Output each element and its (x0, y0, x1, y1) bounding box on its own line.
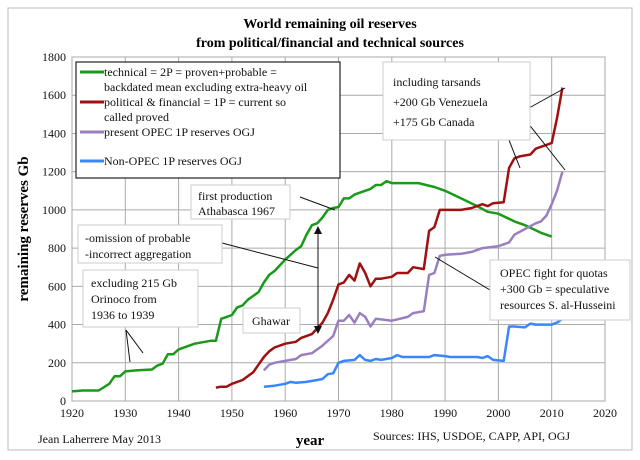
x-tick-label: 1940 (167, 406, 191, 420)
x-tick-label: 1920 (60, 406, 84, 420)
y-tick-label: 1600 (42, 88, 66, 102)
svg-text:Orinoco from: Orinoco from (91, 292, 157, 306)
y-tick-label: 800 (48, 241, 66, 255)
svg-text:+300 Gb = speculative: +300 Gb = speculative (500, 282, 609, 296)
annotation-omission: -omission of probable -incorrect aggrega… (77, 224, 223, 264)
legend: technical = 2P = proven+probable = backd… (75, 61, 341, 179)
x-tick-label: 1950 (220, 406, 244, 420)
legend-label: called proved (104, 110, 169, 124)
y-axis-label: remaining reserves Gb (16, 156, 32, 301)
legend-label: present OPEC 1P reserves OGJ (104, 125, 255, 139)
x-tick-label: 1980 (380, 406, 404, 420)
legend-label: Non-OPEC 1P reserves OGJ (104, 154, 242, 168)
x-tick-label: 2000 (486, 406, 510, 420)
svg-text:-incorrect aggregation: -incorrect aggregation (85, 247, 191, 261)
y-tick-label: 200 (48, 356, 66, 370)
y-tick-label: 1800 (42, 50, 66, 64)
annotation-opec: OPEC fight for quotas +300 Gb = speculat… (489, 259, 631, 321)
legend-label: political & financial = 1P = current so (104, 95, 286, 109)
x-axis-label: year (296, 433, 325, 449)
x-tick-label: 1930 (113, 406, 137, 420)
legend-label: technical = 2P = proven+probable = (104, 65, 277, 79)
svg-text:Athabasca 1967: Athabasca 1967 (198, 204, 275, 218)
svg-text:-omission of probable: -omission of probable (85, 231, 190, 245)
series-line-2 (262, 171, 564, 372)
y-tick-label: 0 (60, 394, 66, 408)
y-tick-label: 1400 (42, 126, 66, 140)
annotation-ghawar: Ghawar (242, 307, 301, 334)
svg-text:1936 to 1939: 1936 to 1939 (91, 308, 154, 322)
series-line-1 (215, 87, 564, 389)
x-tick-label: 2020 (593, 406, 617, 420)
x-tick-label: 1970 (327, 406, 351, 420)
legend-label: backdated mean excluding extra-heavy oil (104, 80, 308, 94)
svg-text:+175 Gb Canada: +175 Gb Canada (393, 115, 475, 129)
svg-text:excluding 215 Gb: excluding 215 Gb (91, 276, 177, 290)
y-tick-label: 400 (48, 318, 66, 332)
x-tick-label: 2010 (540, 406, 564, 420)
y-tick-label: 1000 (42, 203, 66, 217)
chart-title-line2: from political/financial and technical s… (196, 36, 464, 51)
x-tick-label: 1960 (273, 406, 297, 420)
svg-text:Ghawar: Ghawar (252, 314, 290, 328)
chart-title-line1: World remaining oil reserves (243, 17, 417, 32)
annotation-athabasca: first production Athabasca 1967 (190, 184, 291, 220)
sources-note: Sources: IHS, USDOE, CAPP, API, OGJ (373, 429, 570, 443)
x-tick-label: 1990 (433, 406, 457, 420)
svg-text:+200 Gb Venezuela: +200 Gb Venezuela (393, 95, 488, 109)
series-line-3 (263, 317, 564, 388)
svg-text:resources S. al-Husseini: resources S. al-Husseini (500, 298, 616, 312)
annotation-orinoco: excluding 215 Gb Orinoco from 1936 to 19… (82, 269, 199, 328)
y-tick-label: 600 (48, 279, 66, 293)
annotation-tarsands: including tarsands +200 Gb Venezuela +17… (382, 61, 531, 141)
author-credit: Jean Laherrere May 2013 (38, 432, 161, 446)
svg-text:including tarsands: including tarsands (393, 75, 481, 89)
y-tick-label: 1200 (42, 165, 66, 179)
svg-text:first production: first production (198, 189, 272, 203)
series-line-0 (71, 179, 553, 393)
svg-text:OPEC fight for quotas: OPEC fight for quotas (500, 266, 608, 280)
